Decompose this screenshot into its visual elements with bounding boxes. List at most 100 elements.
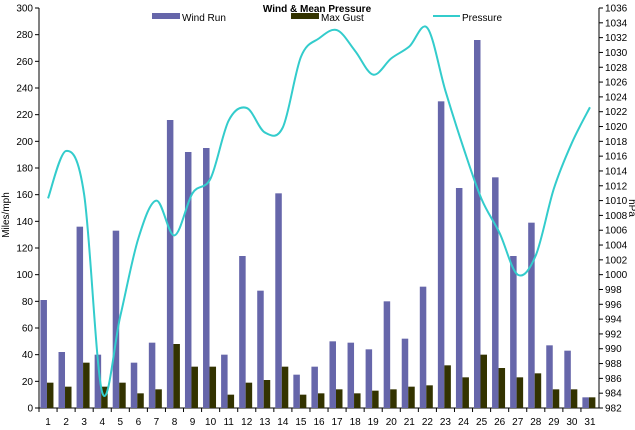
legend-swatch-max-gust [291,13,319,19]
x-tick-label: 28 [530,417,542,428]
x-tick-label: 4 [99,417,105,428]
y-axis-left-label: Miles/mph [1,192,12,238]
bar-wind-run [419,286,427,408]
bar-max-gust [173,344,180,408]
y-tick-right-label: 1028 [605,63,628,74]
legend-label-wind-run: Wind Run [182,13,226,24]
y-axis-right-label: hPa [626,199,635,217]
bar-wind-run [166,120,174,408]
bar-max-gust [191,366,198,408]
bar-max-gust [46,382,54,408]
x-tick-label: 17 [332,417,344,428]
bar-max-gust [588,397,596,408]
x-tick-label: 15 [295,417,307,428]
y-tick-right-label: 1022 [605,107,628,118]
bar-wind-run [148,342,156,408]
bar-wind-run [221,354,228,408]
bar-max-gust [354,393,361,408]
y-tick-left-label: 0 [27,404,33,415]
bar-wind-run [257,290,264,408]
bar-wind-run [546,345,553,408]
bar-max-gust [372,390,379,408]
legend-label-max-gust: Max Gust [321,13,364,24]
bar-wind-run [275,193,282,408]
x-tick-label: 13 [259,417,271,428]
pressure-line [47,25,591,397]
y-tick-right-label: 1000 [605,270,628,281]
bar-wind-run [76,226,84,408]
bar-max-gust [534,373,542,408]
y-tick-right-label: 990 [605,344,622,355]
y-tick-right-label: 998 [605,285,622,296]
bar-max-gust [317,393,325,408]
bar-max-gust [299,394,307,408]
y-tick-right-label: 1012 [605,181,628,192]
y-tick-right-label: 1016 [605,152,628,163]
bar-wind-run [582,397,589,408]
bar-max-gust [281,366,289,408]
y-tick-right-label: 984 [605,389,622,400]
x-tick-label: 7 [154,417,160,428]
x-tick-label: 23 [440,417,452,428]
legend-swatch-wind-run [152,13,180,19]
x-tick-label: 27 [512,417,524,428]
y-tick-right-label: 1036 [605,4,628,15]
y-tick-right-label: 996 [605,300,622,311]
bar-max-gust [480,354,487,408]
y-tick-right-label: 1034 [605,18,628,29]
bar-max-gust [335,389,343,408]
y-tick-right-label: 1006 [605,226,628,237]
y-tick-right-label: 1026 [605,78,628,89]
bar-max-gust [462,377,469,408]
x-tick-label: 26 [494,417,506,428]
bar-wind-run [112,230,120,408]
x-ticks: 1 2 3 4 5 6 7 8 9 10 11 12 13 14 15 16 17 18 19 20 21 22 23 24 2… [38,408,596,428]
bar-wind-run [184,152,192,408]
bar-max-gust [245,382,253,408]
bar-wind-run [492,177,499,408]
y-tick-left-label: 60 [22,324,34,335]
y-tick-right-label: 1014 [605,166,628,177]
x-tick-label: 9 [190,417,196,428]
x-tick-label: 21 [404,417,416,428]
y-tick-left-label: 120 [16,244,33,255]
bar-wind-run [365,349,373,408]
bar-wind-run [401,338,409,408]
y-ticks-right: 982 984 986 988 990 992 994 996 998 1000 1002 1004 1… [599,4,628,415]
y-tick-left-label: 100 [16,270,33,281]
x-tick-label: 8 [172,417,178,428]
y-tick-right-label: 1004 [605,241,628,252]
x-tick-label: 6 [136,417,142,428]
bar-max-gust [83,362,90,408]
bar-wind-run [58,352,66,408]
y-tick-left-label: 220 [16,110,33,121]
y-tick-left-label: 160 [16,190,33,201]
bar-max-gust [516,377,524,408]
bar-max-gust [209,366,217,408]
bar-max-gust [426,385,433,408]
bars [40,40,596,408]
x-tick-label: 11 [223,417,234,428]
x-tick-label: 31 [584,417,596,428]
pressure-line-group [47,25,591,397]
y-tick-right-label: 1008 [605,211,628,222]
bar-wind-run [329,341,336,408]
y-tick-right-label: 1032 [605,33,628,44]
x-tick-label: 2 [63,417,69,428]
y-tick-right-label: 1030 [605,48,628,59]
bar-wind-run [293,374,300,408]
x-tick-label: 12 [241,417,253,428]
bar-wind-run [473,40,481,408]
y-tick-right-label: 1010 [605,196,628,207]
x-tick-label: 14 [277,417,289,428]
x-tick-label: 29 [548,417,560,428]
bar-wind-run [510,256,517,408]
chart-title: Wind & Mean Pressure [263,4,372,15]
y-ticks-left: 0 20 40 60 80 100 120 140 160 180 200 220 240 260 280 3… [16,4,39,415]
x-tick-label: 22 [422,417,434,428]
bar-max-gust [408,386,415,408]
y-tick-left-label: 280 [16,30,33,41]
bar-wind-run [311,366,318,408]
bar-max-gust [101,386,108,408]
